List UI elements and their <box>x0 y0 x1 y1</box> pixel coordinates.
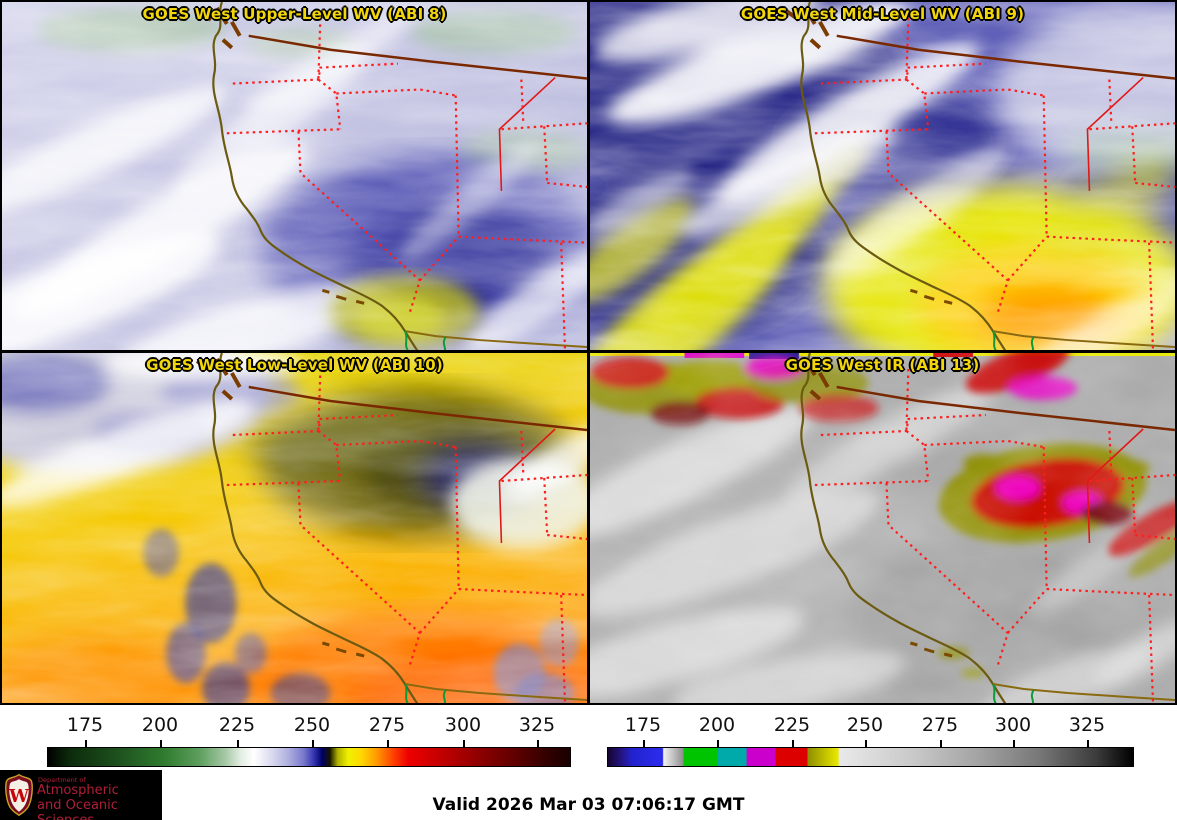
panel-title-abi8: GOES West Upper-Level WV (ABI 8) <box>142 5 447 23</box>
colorbar-tick-label: 225 <box>218 714 256 736</box>
colorbar-tick-label: 275 <box>921 714 959 736</box>
panel-grid: GOES West Upper-Level WV (ABI 8) <box>0 0 1177 705</box>
valid-time-label: Valid 2026 Mar 03 07:06:17 GMT <box>432 795 745 815</box>
low-level-wv-image <box>2 353 587 703</box>
colorbar-tick <box>1013 740 1015 747</box>
colorbar-tick-label: 250 <box>293 714 331 736</box>
mid-level-wv-image <box>590 2 1175 350</box>
ir-image <box>590 353 1175 703</box>
cloud-texture <box>590 353 1175 703</box>
colorbar-tick <box>237 740 239 747</box>
colorbar-tick <box>463 740 465 747</box>
colorbar-tick <box>940 740 942 747</box>
colorbar-tick <box>1087 740 1089 747</box>
colorbar-tick-label: 250 <box>846 714 884 736</box>
cloud-texture <box>2 353 587 703</box>
colorbar-tick <box>312 740 314 747</box>
colorbar-tick-label: 300 <box>444 714 482 736</box>
panel-title-abi10: GOES West Low-Level WV (ABI 10) <box>146 356 443 374</box>
colorbar-tick <box>387 740 389 747</box>
logo-line2: and Oceanic Sciences <box>37 798 118 820</box>
colorbar-tick <box>792 740 794 747</box>
logo-dept-line: Department of <box>38 776 86 784</box>
panel-low-level-wv: GOES West Low-Level WV (ABI 10) <box>2 353 587 703</box>
panel-title-abi13: GOES West IR (ABI 13) <box>785 356 980 374</box>
colorbar-tick <box>865 740 867 747</box>
aos-logo: W Department of Atmospheric and Oceanic … <box>0 770 162 820</box>
colorbar-tick <box>537 740 539 747</box>
colorbar-tick-label: 175 <box>624 714 662 736</box>
colorbar-tick-label: 325 <box>1068 714 1106 736</box>
uw-crest-icon: W <box>5 773 33 817</box>
cloud-texture <box>590 2 1175 350</box>
panel-title-abi9: GOES West Mid-Level WV (ABI 9) <box>740 5 1025 23</box>
colorbar-tick-label: 275 <box>368 714 406 736</box>
colorbar-tick-label: 300 <box>994 714 1032 736</box>
crest-letter: W <box>8 786 29 807</box>
panel-ir: GOES West IR (ABI 13) <box>590 353 1175 703</box>
colorbar-tick-label: 175 <box>66 714 104 736</box>
colorbar-tick <box>160 740 162 747</box>
colorbar-tick-label: 225 <box>773 714 811 736</box>
colorbar-tick <box>643 740 645 747</box>
colorbar-tick-label: 200 <box>698 714 736 736</box>
colorbar-tick <box>717 740 719 747</box>
upper-level-wv-image <box>2 2 587 350</box>
colorbar-tick <box>85 740 87 747</box>
panel-mid-level-wv: GOES West Mid-Level WV (ABI 9) <box>590 2 1175 350</box>
panel-upper-level-wv: GOES West Upper-Level WV (ABI 8) <box>2 2 587 350</box>
logo-line1: Atmospheric <box>37 783 119 798</box>
wv-colorbar <box>47 747 571 767</box>
ir-colorbar <box>607 747 1134 767</box>
colorbar-tick-label: 200 <box>141 714 179 736</box>
colorbar-tick-label: 325 <box>518 714 556 736</box>
cloud-texture <box>2 2 587 350</box>
